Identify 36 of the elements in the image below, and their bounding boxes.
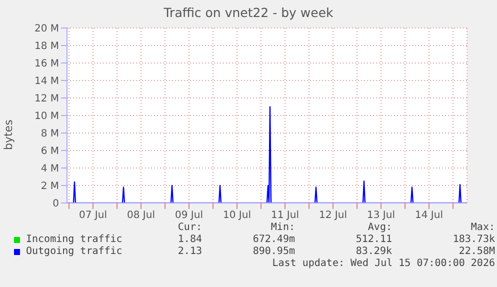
x-tick-label: 07 Jul (79, 210, 107, 222)
y-tick-label: 18 M (34, 41, 59, 52)
x-tick-label: 12 Jul (319, 210, 347, 222)
text: 512.11 (356, 234, 392, 245)
y-tick-label: 4 M (40, 164, 59, 175)
text: Cur: (178, 222, 202, 233)
text: Max: (470, 222, 495, 233)
text: 83.29k (356, 246, 392, 257)
legend-label: Outgoing traffic (26, 246, 122, 257)
y-axis-title: bytes (2, 120, 15, 150)
x-tick-label: 09 Jul (175, 210, 203, 222)
text: 672.49m (252, 234, 295, 245)
y-tick-label: 10 M (34, 111, 59, 122)
y-tick-label: 14 M (34, 76, 59, 88)
legend-label: Incoming traffic (26, 234, 122, 245)
text: Avg: (368, 222, 392, 233)
text: 890.95m (252, 246, 295, 257)
y-tick-label: 6 M (40, 146, 59, 158)
y-tick-label: 2 M (40, 181, 59, 192)
text: 1.84 (178, 234, 202, 245)
y-tick-label: 8 M (40, 128, 59, 140)
x-tick-label: 14 Jul (415, 210, 443, 222)
y-tick-label: 20 M (34, 24, 59, 35)
y-tick-label: 12 M (34, 94, 59, 105)
text: Last update: Wed Jul 15 07:00:00 2026 (272, 258, 495, 269)
y-tick-label: 0 (52, 198, 59, 210)
x-tick-label: 13 Jul (367, 210, 395, 222)
x-tick-label: 11 Jul (271, 210, 299, 222)
x-tick-label: 10 Jul (223, 210, 251, 222)
y-tick-label: 16 M (34, 58, 59, 70)
text: 22.58M (458, 246, 495, 257)
text: 2.13 (178, 246, 202, 257)
x-tick-label: 08 Jul (127, 210, 155, 222)
text: 183.73k (452, 234, 495, 245)
text: Min: (270, 222, 295, 233)
chart-title: Traffic on vnet22 - by week (162, 5, 334, 20)
